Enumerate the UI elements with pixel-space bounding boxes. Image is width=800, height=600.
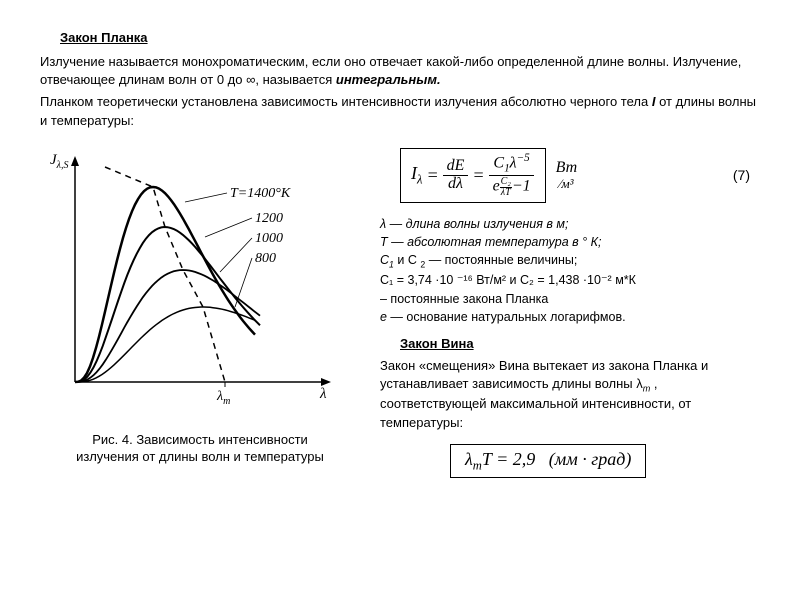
figure-caption: Рис. 4. Зависимость интенсивности излуче… <box>40 431 360 466</box>
def-e: e — основание натуральных логарифмов. <box>380 308 760 326</box>
svg-text:1000: 1000 <box>255 231 283 246</box>
chart-column: Jλ,S λ λm T=1400°K 1200 1000 800 Рис. 4. Завис… <box>40 142 360 479</box>
eq-unit: Вт∕м³ <box>552 160 582 190</box>
intensity-chart: Jλ,S λ λm T=1400°K 1200 1000 800 <box>40 142 340 422</box>
term-integral: интегральным. <box>336 72 441 87</box>
right-column: Iλ = dE dλ = C1λ−5 eC₂λT−1 Вт∕м³ <box>380 142 760 479</box>
svg-text:800: 800 <box>255 251 276 266</box>
caption-line2: излучения от длины волн и температуры <box>76 449 324 464</box>
equation-7: Iλ = dE dλ = C1λ−5 eC₂λT−1 <box>400 148 546 203</box>
paragraph-wien: Закон «смещения» Вина вытекает из закона… <box>380 357 760 432</box>
symbol-definitions: λ — длина волны излучения в м; T — абсол… <box>380 215 760 326</box>
eq-mid-frac: dE dλ <box>443 158 469 193</box>
caption-line1: Рис. 4. Зависимость интенсивности <box>92 432 308 447</box>
eq-lhs: Iλ <box>411 163 422 188</box>
def-constants: С₁ = 3,74 ·10 ⁻¹⁶ Вт/м² и С₂ = 1,438 ·10… <box>380 271 760 289</box>
equation-7-row: Iλ = dE dλ = C1λ−5 eC₂λT−1 Вт∕м³ <box>400 148 760 203</box>
def-planck-const: – постоянные закона Планка <box>380 290 760 308</box>
heading-planck: Закон Планка <box>60 30 760 45</box>
paragraph-planck-law: Планком теоретически установлена зависим… <box>40 93 760 129</box>
heading-wien: Закон Вина <box>400 336 760 351</box>
svg-text:1200: 1200 <box>255 211 283 226</box>
svg-text:λm: λm <box>216 389 230 407</box>
eq-rhs-frac: C1λ−5 eC₂λT−1 <box>489 153 535 198</box>
equation-wien: λmT = 2,9 (мм · град) <box>450 444 646 479</box>
def-C: C1 и C 2 — постоянные величины; <box>380 251 760 271</box>
eq-number: (7) <box>733 167 750 183</box>
def-lambda: λ — длина волны излучения в <box>380 217 556 231</box>
svg-text:λ: λ <box>319 386 327 402</box>
svg-text:Jλ,S: Jλ,S <box>50 152 69 171</box>
paragraph-intro: Излучение называется монохроматическим, … <box>40 53 760 89</box>
svg-text:T=1400°K: T=1400°K <box>230 186 291 201</box>
text: Планком теоретически установлена зависим… <box>40 94 652 109</box>
def-T: T — абсолютная температура в ° К; <box>380 233 760 251</box>
